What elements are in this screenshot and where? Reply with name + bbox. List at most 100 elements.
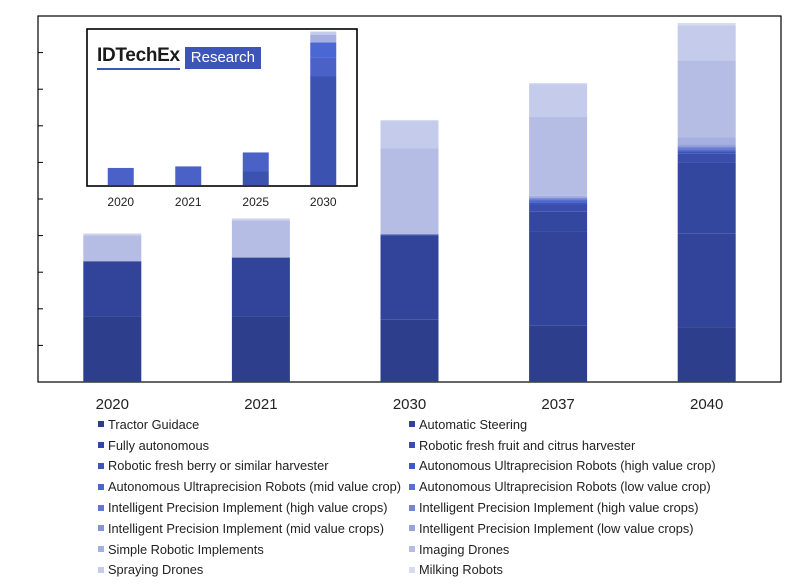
- legend-item: Simple Robotic Implements: [98, 541, 409, 558]
- legend-label: Autonomous Ultraprecision Robots (low va…: [419, 479, 711, 495]
- legend-swatch: [409, 566, 415, 573]
- bar-segment-imaging-drones-2021: [231, 220, 290, 258]
- legend-item: Tractor Guidace: [98, 416, 409, 433]
- bar-segment-tractor-guidace-2037: [529, 325, 588, 382]
- bar-segment-automatic-steering-2021: [231, 257, 290, 317]
- legend-swatch: [98, 566, 104, 573]
- bar-segment-intelligent-precision-implement-mid-value-crops-2040: [677, 145, 736, 147]
- bar-segment-robotic-fresh-fruit-and-citrus-harvester-2037: [529, 204, 588, 212]
- bar-segment-automatic-steering-2040: [677, 233, 736, 328]
- x-tick-label: 2021: [244, 396, 277, 413]
- legend-item: Intelligent Precision Implement (mid val…: [98, 520, 409, 537]
- bar-segment-milking-robots-2040: [677, 22, 736, 26]
- bar-segment-imaging-drones-2040: [677, 60, 736, 138]
- legend-item: Autonomous Ultraprecision Robots (high v…: [409, 458, 739, 475]
- bar-segment-milking-robots-2037: [529, 82, 588, 85]
- bar-segment-robotic-fresh-berry-or-similar-harvester-2037: [529, 202, 588, 205]
- inset-bar-segment-robotic-fresh-fruit-and-citrus-harvester-2030: [310, 42, 337, 58]
- x-tick-label: 2020: [96, 396, 129, 413]
- inset-bar-segment-automatic-steering-2025: [242, 171, 269, 185]
- legend-item: Fully autonomous: [98, 437, 409, 454]
- bar-segment-tractor-guidace-2021: [231, 316, 290, 382]
- bar-segment-automatic-steering-2030: [380, 235, 439, 320]
- main-bars: [83, 22, 736, 382]
- bar-segment-robotic-fresh-fruit-and-citrus-harvester-2040: [677, 153, 736, 163]
- legend-swatch: [409, 462, 415, 469]
- bar-segment-intelligent-precision-implement-high-value-crops-2040: [677, 146, 736, 148]
- logo-main-text: IDTechEx: [97, 45, 180, 70]
- legend-label: Automatic Steering: [419, 416, 528, 432]
- legend-label: Imaging Drones: [419, 541, 510, 557]
- bar-segment-tractor-guidace-2020: [83, 316, 142, 382]
- legend-label: Intelligent Precision Implement (high va…: [108, 500, 388, 516]
- inset-bar-segment-fully-autonomous-2030: [310, 57, 337, 77]
- x-tick-label: 2037: [541, 396, 574, 413]
- legend-item: Intelligent Precision Implement (high va…: [98, 499, 409, 516]
- bar-segment-imaging-drones-2030: [380, 148, 439, 235]
- legend-item: Intelligent Precision Implement (low val…: [409, 520, 739, 537]
- inset-bars: [107, 31, 337, 185]
- inset-x-tick-label: 2030: [310, 195, 337, 209]
- inset-x-axis-labels: 2020 2021 2025 2030: [107, 195, 337, 209]
- bar-segment-spraying-drones-2021: [231, 219, 290, 221]
- legend-label: Autonomous Ultraprecision Robots (mid va…: [108, 479, 402, 495]
- legend-item: Robotic fresh berry or similar harvester: [98, 458, 409, 475]
- bar-segment-milking-robots-2021: [231, 218, 290, 220]
- bar-segment-intelligent-precision-implement-low-value-crops-2037: [529, 196, 588, 198]
- y-axis-ticks: [38, 52, 43, 346]
- bar-segment-automatic-steering-2020: [83, 261, 142, 317]
- x-axis-labels: 2020 2021 2030 2037 2040: [96, 396, 724, 413]
- bar-segment-robotic-fresh-berry-or-similar-harvester-2040: [677, 151, 736, 154]
- bar-segment-intelligent-precision-implement-low-value-crops-2040: [677, 144, 736, 146]
- bar-segment-milking-robots-2030: [380, 119, 439, 122]
- bar-segment-autonomous-ultraprecision-robots-low-value-crop-2040: [677, 148, 736, 150]
- bar-segment-simple-robotic-implements-2040: [677, 137, 736, 145]
- legend-item: Milking Robots: [409, 562, 739, 579]
- legend-item: Intelligent Precision Implement (high va…: [409, 499, 739, 516]
- legend-swatch: [98, 421, 104, 428]
- bar-segment-spraying-drones-2037: [529, 84, 588, 118]
- bar-segment-tractor-guidace-2040: [677, 327, 736, 382]
- bar-segment-autonomous-ultraprecision-robots-mid-value-crop-2037: [529, 200, 588, 202]
- idtechex-logo: IDTechEx Research: [97, 45, 261, 70]
- legend-item: Robotic fresh fruit and citrus harvester: [409, 437, 739, 454]
- logo-sub-badge: Research: [184, 46, 261, 69]
- legend-label: Fully autonomous: [108, 437, 210, 453]
- chart-legend: Tractor Guidace Automatic Steering Fully a…: [98, 416, 778, 578]
- legend-label: Autonomous Ultraprecision Robots (high v…: [419, 458, 716, 474]
- legend-label: Robotic fresh berry or similar harvester: [108, 458, 329, 474]
- legend-item: Spraying Drones: [98, 562, 409, 579]
- legend-item: Autonomous Ultraprecision Robots (mid va…: [98, 478, 409, 495]
- legend-swatch: [98, 546, 104, 553]
- legend-label: Milking Robots: [419, 562, 503, 578]
- inset-x-tick-label: 2020: [107, 195, 134, 209]
- bar-segment-fully-autonomous-2037: [529, 211, 588, 232]
- inset-bar-segment-fully-autonomous-2020: [107, 167, 134, 185]
- bar-segment-simple-robotic-implements-2037: [529, 195, 588, 197]
- bar-segment-intelligent-precision-implement-high-value-crops-2037: [529, 197, 588, 199]
- legend-swatch: [98, 504, 104, 511]
- bar-segment-intelligent-precision-implement-high-value-crops-2040: [677, 147, 736, 149]
- legend-item: Autonomous Ultraprecision Robots (low va…: [409, 478, 739, 495]
- bar-segment-spraying-drones-2030: [380, 121, 439, 149]
- legend-swatch: [409, 483, 415, 490]
- bar-segment-intelligent-precision-implement-mid-value-crops-2037: [529, 197, 588, 198]
- bar-segment-autonomous-ultraprecision-robots-high-value-crop-2040: [677, 150, 736, 152]
- inset-bar-segment-imaging-drones-2030: [310, 31, 337, 35]
- x-tick-label: 2040: [690, 396, 723, 413]
- bar-segment-autonomous-ultraprecision-robots-low-value-crop-2037: [529, 199, 588, 201]
- bar-segment-fully-autonomous-2040: [677, 162, 736, 234]
- bar-segment-spraying-drones-2020: [83, 234, 142, 236]
- legend-label: Simple Robotic Implements: [108, 541, 264, 557]
- inset-x-tick-label: 2025: [242, 195, 269, 209]
- legend-label: Intelligent Precision Implement (low val…: [419, 520, 694, 536]
- bar-segment-robotic-fresh-fruit-and-citrus-harvester-2030: [380, 234, 439, 236]
- inset-bar-segment-fully-autonomous-2025: [242, 152, 269, 172]
- inset-x-tick-label: 2021: [175, 195, 202, 209]
- legend-swatch: [409, 421, 415, 428]
- bar-segment-imaging-drones-2020: [83, 235, 142, 262]
- bar-segment-spraying-drones-2040: [677, 25, 736, 61]
- legend-label: Spraying Drones: [108, 562, 204, 578]
- bar-segment-imaging-drones-2037: [529, 117, 588, 196]
